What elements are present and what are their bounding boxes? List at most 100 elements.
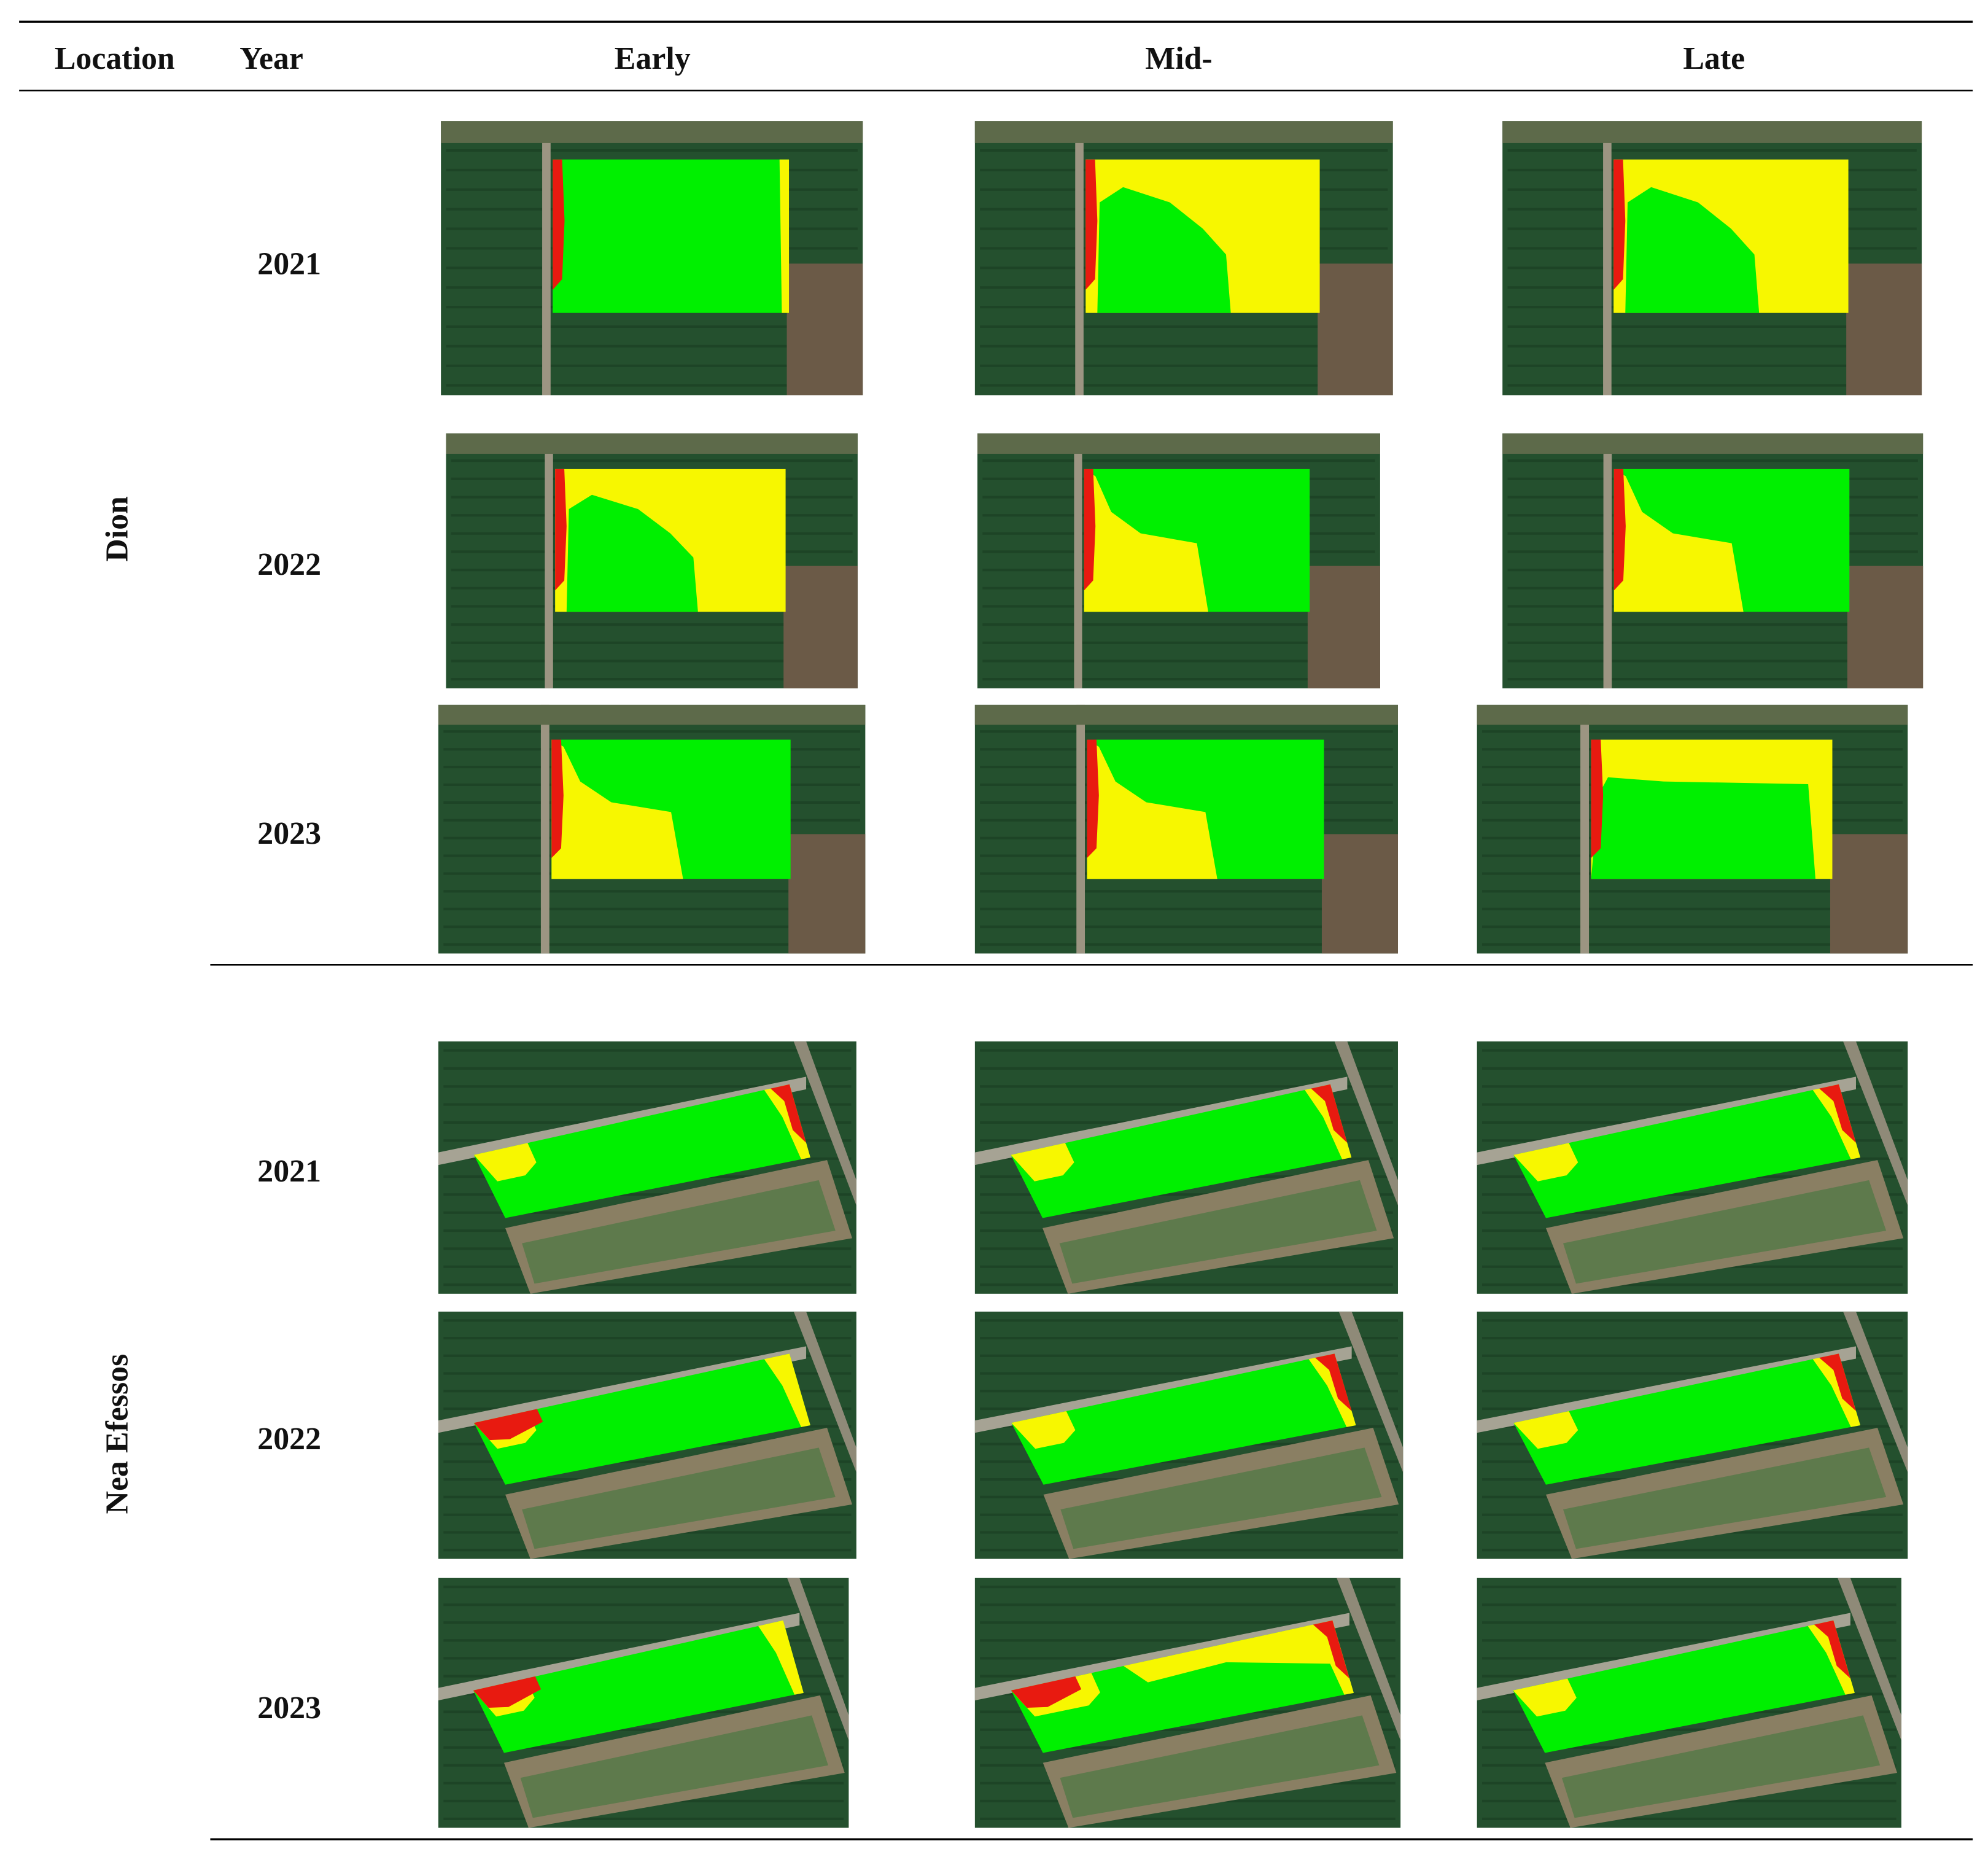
grass-field <box>1060 1447 1382 1549</box>
dirt-road <box>1338 1311 1404 1473</box>
field-zone <box>1011 1084 1352 1218</box>
field-zone <box>1011 1143 1074 1181</box>
bare-soil <box>1321 834 1398 954</box>
field-zone <box>1305 1084 1352 1159</box>
dirt-road <box>793 1041 856 1205</box>
top-strip <box>1502 121 1922 143</box>
bare-soil <box>1830 834 1908 954</box>
dirt-road <box>540 704 549 954</box>
field-zone <box>1011 1353 1356 1485</box>
bare-soil <box>783 566 858 688</box>
dirt-road <box>1580 704 1590 954</box>
bare-soil <box>1307 566 1380 688</box>
top-strip <box>438 704 866 725</box>
field-zone <box>553 159 789 313</box>
grass-field <box>1059 1180 1377 1284</box>
field-zone <box>779 159 790 313</box>
header-early: Early <box>615 41 691 76</box>
field-zone <box>473 1143 537 1181</box>
location-label: Dion <box>100 496 135 562</box>
field-zone <box>551 739 683 879</box>
field-zone <box>758 1620 804 1695</box>
bare-soil <box>1846 263 1922 395</box>
dirt-road <box>1075 121 1084 395</box>
grass-field <box>1060 1715 1380 1818</box>
field-zone <box>1513 1678 1577 1717</box>
field-zone <box>764 1353 810 1427</box>
dirt-road <box>542 121 551 395</box>
field-zone <box>1308 1353 1356 1427</box>
low-zone <box>555 469 567 591</box>
year-label: 2023 <box>257 1691 321 1726</box>
field-zone <box>1625 187 1760 313</box>
field-zone <box>1812 1084 1861 1159</box>
bare-soil <box>1318 263 1393 395</box>
low-zone <box>1087 739 1099 858</box>
field-zone <box>473 1620 804 1753</box>
header-year: Year <box>239 41 303 76</box>
low-zone <box>771 1084 807 1143</box>
location-label: Nea Efessos <box>100 1354 135 1514</box>
year-label: 2021 <box>257 1154 321 1189</box>
field-zone <box>1513 1084 1861 1218</box>
top-strip <box>1502 433 1924 454</box>
low-zone <box>473 1409 543 1441</box>
top-strip <box>1477 704 1908 725</box>
grass-field <box>520 1715 828 1818</box>
bare-soil <box>786 263 863 395</box>
field-zone <box>1613 469 1744 612</box>
field-zone <box>1591 777 1815 879</box>
top-strip <box>446 433 858 454</box>
field-zone <box>1123 1620 1346 1683</box>
field-zone <box>1087 739 1217 879</box>
low-zone <box>1084 469 1096 591</box>
grass-field <box>1563 1180 1887 1284</box>
dirt-road <box>1076 704 1085 954</box>
bare-soil <box>1847 566 1924 688</box>
field-zone <box>1807 1620 1855 1695</box>
low-zone <box>1819 1353 1856 1411</box>
field-zone <box>566 494 698 612</box>
field-zone <box>764 1084 810 1159</box>
low-zone <box>1311 1084 1348 1143</box>
field-zone <box>1513 1143 1578 1181</box>
low-zone <box>1315 1353 1352 1411</box>
top-strip <box>974 121 1393 143</box>
field-zone <box>1097 187 1231 313</box>
dirt-road <box>793 1311 856 1473</box>
low-zone <box>1085 159 1098 290</box>
field-zone <box>1011 1411 1076 1449</box>
grass-field <box>522 1447 836 1549</box>
field-zone <box>1307 1620 1354 1695</box>
header-late: Late <box>1683 41 1745 76</box>
field-zone <box>473 1084 810 1218</box>
low-zone <box>473 1676 542 1708</box>
dirt-road <box>1603 121 1612 395</box>
dirt-road <box>1334 1041 1398 1205</box>
low-zone <box>1313 1620 1349 1679</box>
year-label: 2022 <box>257 1422 321 1457</box>
low-zone <box>553 159 565 290</box>
field-zone <box>1513 1411 1578 1449</box>
year-label: 2022 <box>257 547 321 582</box>
bare-soil <box>788 834 866 954</box>
top-strip <box>977 433 1380 454</box>
field-zone <box>473 1353 810 1485</box>
dirt-road <box>1074 433 1082 688</box>
dirt-road <box>1603 433 1612 688</box>
header-mid: Mid- <box>1145 41 1212 76</box>
low-zone <box>1011 1676 1082 1708</box>
field-zone <box>1084 469 1208 612</box>
low-zone <box>1613 159 1626 290</box>
dirt-road <box>787 1578 849 1741</box>
grass-field <box>1561 1715 1881 1818</box>
grass-field <box>522 1180 836 1284</box>
low-zone <box>1814 1620 1850 1679</box>
low-zone <box>1591 739 1604 858</box>
top-strip <box>441 121 863 143</box>
low-zone <box>1819 1084 1856 1143</box>
field-zone <box>1513 1620 1855 1753</box>
header-location: Location <box>55 41 175 76</box>
